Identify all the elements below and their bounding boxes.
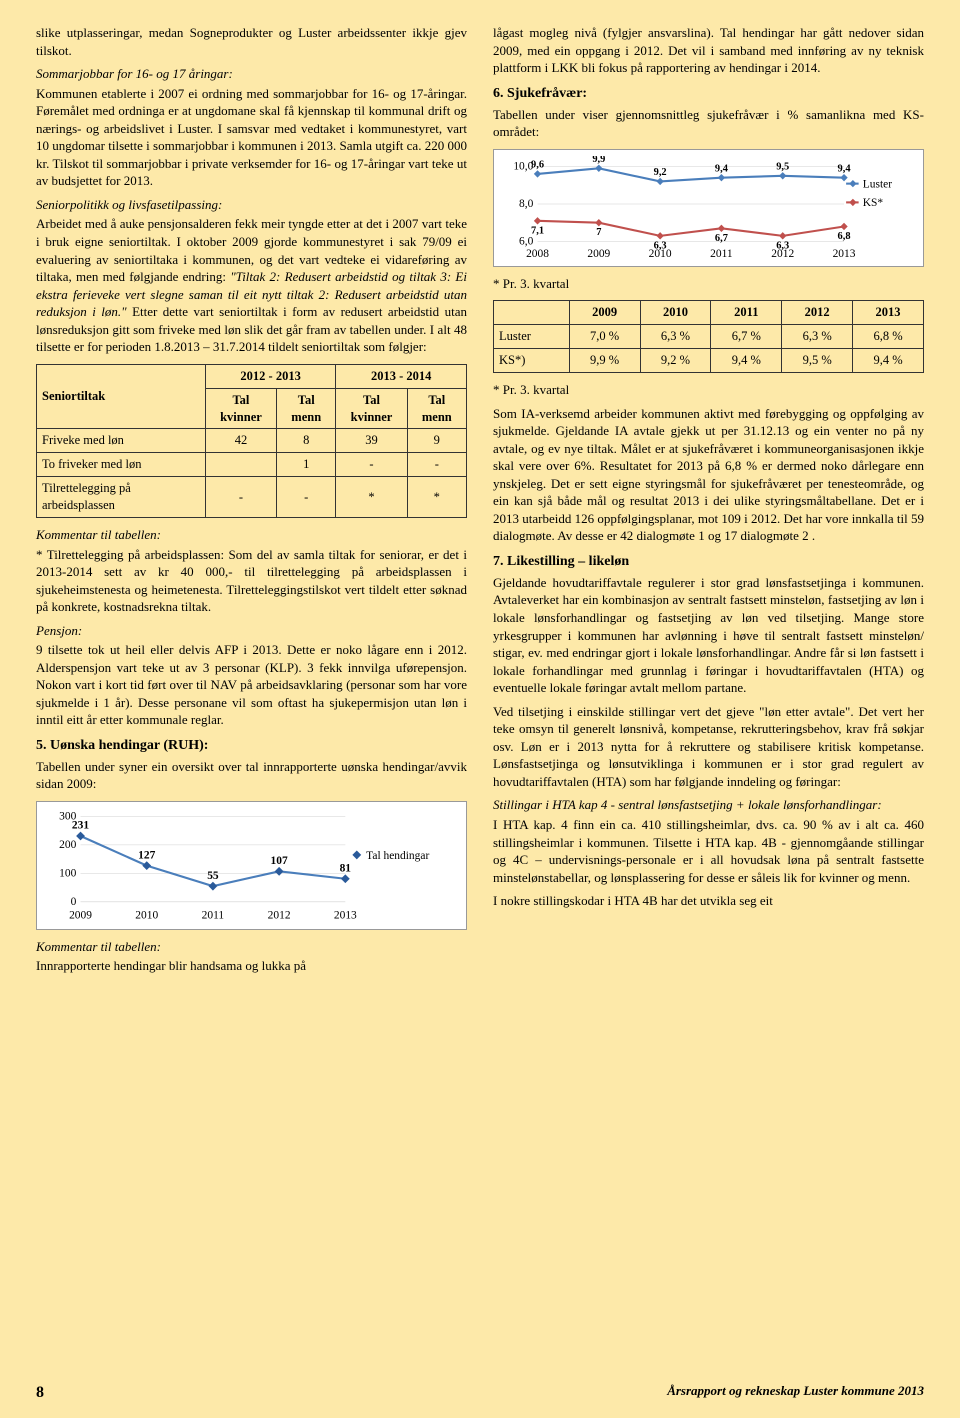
th: 2010 bbox=[640, 301, 711, 325]
para: 9 tilsette tok ut heil eller delvis AFP … bbox=[36, 641, 467, 729]
svg-text:7: 7 bbox=[596, 227, 601, 238]
svg-text:2013: 2013 bbox=[833, 248, 856, 260]
right-column: lågast mogleg nivå (fylgjer ansvarslina)… bbox=[493, 24, 924, 981]
section-title-hta4: Stillingar i HTA kap 4 - sentral lønsfas… bbox=[493, 796, 924, 814]
th: 2013 - 2014 bbox=[336, 364, 467, 388]
table-row: To friveker med løn 1 - - bbox=[37, 453, 467, 477]
chart-hendingar: 0100200300200920102011201220132311275510… bbox=[36, 801, 467, 930]
th: 2012 bbox=[782, 301, 853, 325]
svg-text:2009: 2009 bbox=[69, 909, 92, 921]
svg-text:2012: 2012 bbox=[268, 909, 291, 921]
section-title-sommarjobbar: Sommarjobbar for 16- og 17 åringar: bbox=[36, 65, 467, 83]
heading-5: 5. Uønska hendingar (RUH): bbox=[36, 737, 467, 756]
heading-6: 6. Sjukefråvær: bbox=[493, 85, 924, 104]
svg-text:9,4: 9,4 bbox=[838, 163, 852, 174]
chart-note: * Pr. 3. kvartal bbox=[493, 275, 924, 293]
svg-text:6,3: 6,3 bbox=[776, 240, 789, 251]
svg-text:107: 107 bbox=[271, 855, 288, 867]
th: Tal menn bbox=[407, 388, 466, 429]
th: Seniortiltak bbox=[37, 364, 206, 429]
svg-text:127: 127 bbox=[138, 849, 155, 861]
svg-text:Tal hendingar: Tal hendingar bbox=[366, 850, 429, 862]
svg-text:9,6: 9,6 bbox=[531, 159, 544, 170]
th: 2011 bbox=[711, 301, 782, 325]
para: Kommunen etablerte i 2007 ei ordning med… bbox=[36, 85, 467, 190]
svg-text:100: 100 bbox=[59, 867, 76, 879]
section-title-kommentar2: Kommentar til tabellen: bbox=[36, 938, 467, 956]
svg-text:2011: 2011 bbox=[202, 909, 225, 921]
th: 2009 bbox=[569, 301, 640, 325]
section-title-pensjon: Pensjon: bbox=[36, 622, 467, 640]
svg-text:2011: 2011 bbox=[710, 248, 733, 260]
svg-text:Luster: Luster bbox=[863, 178, 892, 190]
svg-text:200: 200 bbox=[59, 839, 76, 851]
svg-text:KS*: KS* bbox=[863, 197, 884, 209]
table-row: Friveke med løn 42 8 39 9 bbox=[37, 429, 467, 453]
para: I HTA kap. 4 finn ein ca. 410 stillingsh… bbox=[493, 816, 924, 886]
svg-text:9,9: 9,9 bbox=[592, 156, 605, 165]
para: Som IA-verksemd arbeider kommunen aktivt… bbox=[493, 405, 924, 545]
th bbox=[494, 301, 570, 325]
th: 2013 bbox=[853, 301, 924, 325]
para: Tabellen under syner ein oversikt over t… bbox=[36, 758, 467, 793]
svg-text:7,1: 7,1 bbox=[531, 225, 544, 236]
left-column: slike utplasseringar, medan Sogneprodukt… bbox=[36, 24, 467, 981]
section-title-kommentar1: Kommentar til tabellen: bbox=[36, 526, 467, 544]
para: Ved tilsetjing i einskilde stillingar ve… bbox=[493, 703, 924, 791]
svg-text:81: 81 bbox=[340, 862, 352, 874]
svg-text:9,2: 9,2 bbox=[654, 167, 667, 178]
sjukefravar-table: 2009 2010 2011 2012 2013 Luster 7,0 % 6,… bbox=[493, 300, 924, 373]
page-number: 8 bbox=[36, 1382, 44, 1404]
para: slike utplasseringar, medan Sogneprodukt… bbox=[36, 24, 467, 59]
senior-table: Seniortiltak 2012 - 2013 2013 - 2014 Tal… bbox=[36, 364, 467, 518]
svg-text:2008: 2008 bbox=[526, 248, 549, 260]
table-row: Tilrettelegging på arbeidsplassen - - * … bbox=[37, 477, 467, 518]
svg-text:8,0: 8,0 bbox=[519, 198, 534, 210]
th: Tal kvinner bbox=[205, 388, 276, 429]
th: Tal menn bbox=[277, 388, 336, 429]
para: Innrapporterte hendingar blir handsama o… bbox=[36, 957, 467, 975]
table-row: KS*) 9,9 % 9,2 % 9,4 % 9,5 % 9,4 % bbox=[494, 349, 924, 373]
para: I nokre stillingskodar i HTA 4B har det … bbox=[493, 892, 924, 910]
para: Tabellen under viser gjennomsnittleg sju… bbox=[493, 106, 924, 141]
heading-7: 7. Likestilling – likeløn bbox=[493, 553, 924, 572]
para: Arbeidet med å auke pensjonsalderen fekk… bbox=[36, 215, 467, 355]
th: 2012 - 2013 bbox=[205, 364, 336, 388]
para: * Tilrettelegging på arbeidsplassen: Som… bbox=[36, 546, 467, 616]
svg-text:6,0: 6,0 bbox=[519, 235, 534, 247]
svg-text:2010: 2010 bbox=[135, 909, 158, 921]
svg-text:231: 231 bbox=[72, 820, 89, 832]
page-footer: 8 Årsrapport og rekneskap Luster kommune… bbox=[36, 1382, 924, 1404]
table-row: Luster 7,0 % 6,3 % 6,7 % 6,3 % 6,8 % bbox=[494, 325, 924, 349]
svg-text:0: 0 bbox=[71, 896, 77, 908]
th: Tal kvinner bbox=[336, 388, 407, 429]
svg-text:6,3: 6,3 bbox=[654, 240, 667, 251]
svg-text:9,5: 9,5 bbox=[776, 161, 789, 172]
section-title-senior: Seniorpolitikk og livsfasetilpassing: bbox=[36, 196, 467, 214]
svg-text:6,8: 6,8 bbox=[838, 231, 851, 242]
svg-text:6,7: 6,7 bbox=[715, 232, 728, 243]
svg-text:2013: 2013 bbox=[334, 909, 357, 921]
chart-sjukefravar: 6,08,010,02008200920102011201220139,69,9… bbox=[493, 149, 924, 267]
para: lågast mogleg nivå (fylgjer ansvarslina)… bbox=[493, 24, 924, 77]
footer-title: Årsrapport og rekneskap Luster kommune 2… bbox=[667, 1382, 924, 1404]
svg-text:2009: 2009 bbox=[587, 248, 610, 260]
svg-text:9,4: 9,4 bbox=[715, 163, 729, 174]
svg-text:55: 55 bbox=[207, 870, 219, 882]
para: Gjeldande hovudtariffavtale regulerer i … bbox=[493, 574, 924, 697]
table-note: * Pr. 3. kvartal bbox=[493, 381, 924, 399]
